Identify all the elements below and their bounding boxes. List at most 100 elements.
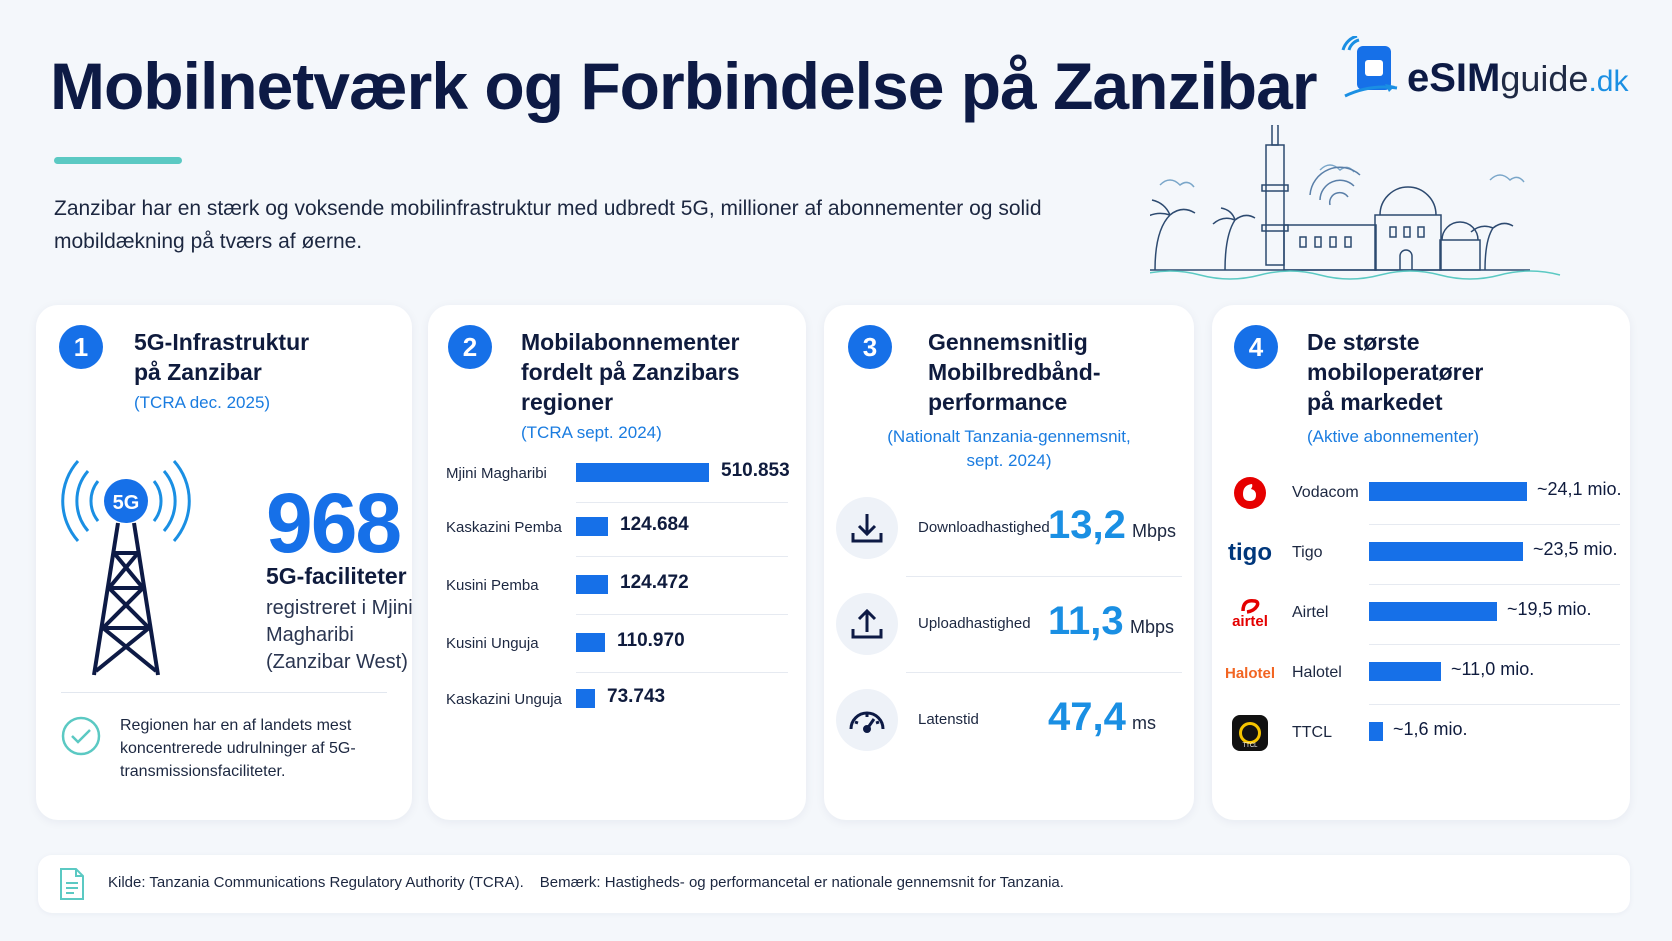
card-title-line: regioner	[521, 389, 614, 415]
performance-value: 11,3	[1048, 599, 1124, 643]
card-source: (Aktive abonnementer)	[1307, 427, 1479, 446]
card-title-line: Mobilabonnementer	[521, 329, 740, 355]
speedometer-icon	[836, 689, 898, 751]
footer-text: Kilde: Tanzania Communications Regulator…	[108, 874, 1064, 891]
operator-bar	[1369, 542, 1523, 561]
operator-row-ttcl: TTCL TTCL ~1,6 mio.	[1222, 705, 1620, 765]
divider	[906, 576, 1182, 577]
logo-dk: .dk	[1588, 65, 1629, 98]
card-title: De største mobiloperatører på markedet	[1307, 327, 1483, 417]
card-title: 5G-Infrastruktur på Zanzibar	[134, 327, 309, 387]
esimguide-logo[interactable]: eSIMguide.dk	[1335, 36, 1635, 106]
performance-unit: Mbps	[1132, 521, 1177, 541]
divider	[1369, 704, 1620, 705]
operator-name: Vodacom	[1292, 484, 1359, 501]
card-number-badge: 3	[848, 325, 892, 369]
performance-label: Latenstid	[918, 711, 979, 728]
logo-text: eSIMguide.dk	[1407, 56, 1628, 101]
5g-tower-icon: 5G	[61, 460, 191, 676]
region-bar	[576, 633, 605, 652]
region-bar	[576, 689, 595, 708]
card-title: Gennemsnitlig Mobilbredbånd- performance	[928, 327, 1100, 417]
region-name: Kusini Unguja	[446, 635, 539, 652]
card-subscriptions-by-region: 2 Mobilabonnementer fordelt på Zanzibars…	[428, 305, 806, 820]
airtel-logo-icon: airtel	[1222, 591, 1278, 635]
intro-text: Zanzibar har en stærk og voksende mobili…	[54, 197, 1042, 253]
page-title: Mobilnetværk og Forbindelse på Zanzibar	[50, 49, 1317, 123]
region-row: Kaskazini Unguja 73.743	[446, 671, 788, 729]
operator-value: ~1,6 mio.	[1393, 719, 1468, 739]
tigo-logo-icon: tigo	[1228, 539, 1272, 566]
zanzibar-skyline-illustration	[1150, 125, 1561, 280]
card-title-line: mobiloperatører	[1307, 359, 1484, 385]
5g-facilities-description: registreret i Mjini Magharibi (Zanzibar …	[266, 597, 413, 673]
card-source: (TCRA dec. 2025)	[134, 393, 271, 412]
region-value: 124.684	[620, 514, 689, 535]
operator-value: ~19,5 mio.	[1507, 599, 1592, 619]
5g-icon-label: 5G	[113, 492, 140, 514]
card-title-line: fordelt på Zanzibars	[521, 359, 740, 385]
region-bar	[576, 517, 608, 536]
footer-source: Kilde: Tanzania Communications Regulator…	[108, 874, 524, 891]
operator-bar	[1369, 722, 1383, 741]
card-number-badge: 2	[448, 325, 492, 369]
ttcl-logo-icon: TTCL	[1222, 711, 1278, 755]
card-source-line: sept. 2024)	[966, 451, 1052, 470]
region-bar	[576, 575, 608, 594]
performance-row-download: Downloadhastighed 13,2 Mbps	[836, 485, 1182, 577]
footer-source-box: Kilde: Tanzania Communications Regulator…	[38, 855, 1630, 913]
operator-name: Tigo	[1292, 544, 1323, 561]
divider	[61, 692, 387, 693]
performance-label: Downloadhastighed	[918, 519, 1050, 536]
card-5g-infrastructure: 1 5G-Infrastruktur på Zanzibar (TCRA dec…	[36, 305, 413, 820]
performance-value: 13,2	[1048, 503, 1126, 547]
card-title-line: performance	[928, 389, 1068, 415]
region-value: 73.743	[607, 686, 666, 707]
card-broadband-performance: 3 Gennemsnitlig Mobilbredbånd- performan…	[824, 305, 1194, 820]
region-row: Kusini Unguja 110.970	[446, 615, 788, 673]
region-row: Mjini Magharibi 510.853	[446, 445, 790, 503]
performance-value: 47,4	[1048, 695, 1126, 739]
performance-row-upload: Uploadhastighed 11,3 Mbps	[836, 581, 1182, 673]
5g-facilities-label: 5G-faciliteter	[266, 563, 407, 589]
operator-value: ~24,1 mio.	[1537, 479, 1622, 499]
region-note: Regionen har en af landets mest koncentr…	[120, 717, 356, 780]
divider	[576, 502, 788, 503]
performance-label: Uploadhastighed	[918, 615, 1031, 632]
region-name: Kaskazini Pemba	[446, 519, 562, 536]
card-title-line: på markedet	[1307, 389, 1443, 415]
card-title-line: 5G-Infrastruktur	[134, 329, 310, 355]
halotel-logo-icon: Halotel	[1224, 664, 1275, 682]
card-mobile-operators: 4 De største mobiloperatører på markedet…	[1212, 305, 1630, 820]
vodacom-logo-icon	[1222, 471, 1278, 515]
divider	[576, 672, 788, 673]
sim-card-icon	[1341, 36, 1398, 98]
operator-value: ~23,5 mio.	[1533, 539, 1618, 559]
divider	[1369, 524, 1620, 525]
operator-name: Airtel	[1292, 604, 1329, 621]
region-name: Kusini Pemba	[446, 577, 539, 594]
performance-row-latency: Latenstid 47,4 ms	[836, 677, 1182, 769]
card-source: (TCRA sept. 2024)	[521, 423, 662, 442]
region-value: 110.970	[617, 630, 685, 651]
card-number-badge: 4	[1234, 325, 1278, 369]
divider	[906, 672, 1182, 673]
operator-bar	[1369, 602, 1497, 621]
divider	[576, 614, 788, 615]
operator-value: ~11,0 mio.	[1451, 659, 1535, 679]
footer-note: Bemærk: Hastigheds- og performancetal er…	[539, 874, 1064, 891]
divider	[576, 556, 788, 557]
card-source: (Nationalt Tanzania-gennemsnit, sept. 20…	[824, 425, 1194, 473]
check-circle-icon	[61, 716, 101, 756]
logo-esim: eSIM	[1407, 56, 1501, 100]
upload-icon	[836, 593, 898, 655]
divider	[1369, 584, 1620, 585]
card-title-line: Gennemsnitlig	[928, 329, 1088, 355]
divider	[1369, 644, 1620, 645]
operator-name: TTCL	[1292, 724, 1332, 741]
download-icon	[836, 497, 898, 559]
performance-unit: ms	[1132, 713, 1156, 733]
card-title: Mobilabonnementer fordelt på Zanzibars r…	[521, 327, 740, 417]
region-value: 510.853	[721, 460, 790, 481]
region-row: Kaskazini Pemba 124.684	[446, 499, 788, 557]
